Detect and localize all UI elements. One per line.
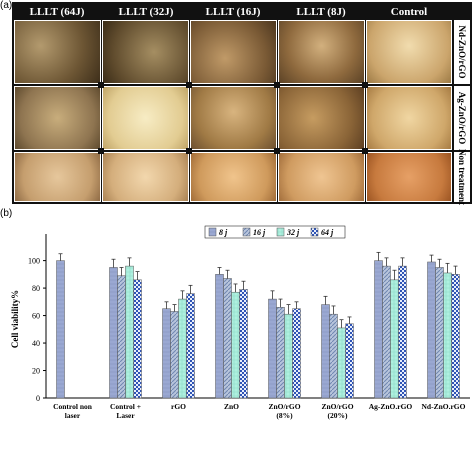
- bar: [390, 279, 399, 399]
- bar: [170, 311, 179, 399]
- bar-chart-panel: 0 20 40 60 80 100 Cell viability% Control non la…: [0, 222, 474, 465]
- x-tick-label: (20%): [328, 411, 348, 420]
- chart-legend: 8 j 16 j 32 j 64 j: [204, 225, 346, 239]
- x-tick-label: Laser: [116, 411, 135, 420]
- bar: [276, 307, 285, 399]
- micrograph-nd-8j: [278, 20, 365, 84]
- column-header-8j: LLLT (8J): [280, 5, 362, 19]
- y-tick-label: 60: [32, 312, 40, 321]
- row-label-nd: Nd-ZnO/rGO: [454, 20, 470, 84]
- bar: [451, 274, 460, 399]
- column-header-16j: LLLT (16J): [192, 5, 274, 19]
- bar: [56, 260, 65, 399]
- legend-swatch: [208, 227, 217, 237]
- panel-a-label: (a): [0, 0, 13, 11]
- x-tick-label: Nd-ZnO.rGO: [422, 402, 466, 411]
- legend-swatch: [242, 227, 251, 237]
- legend-label: 64 j: [321, 228, 334, 237]
- bar: [443, 272, 452, 399]
- micrograph-nd-16j: [190, 20, 277, 84]
- bar: [133, 279, 142, 399]
- micrograph-ag-control: [366, 86, 452, 150]
- grid-marker: [98, 148, 104, 154]
- bar: [284, 313, 293, 399]
- bar: [382, 265, 391, 399]
- chart-bars: [56, 251, 460, 399]
- micrograph-non-8j: [278, 152, 365, 202]
- legend-label: 32 j: [286, 228, 300, 237]
- legend-box: [204, 225, 346, 239]
- y-axis-label: Cell viability%: [10, 290, 20, 348]
- micrograph-ag-8j: [278, 86, 365, 150]
- micrograph-ag-64j: [14, 86, 101, 150]
- x-tick-label: Control +: [110, 402, 141, 411]
- x-tick-label: laser: [65, 411, 81, 420]
- bar: [374, 260, 383, 399]
- x-tick-label: Ag-ZnO.rGO: [369, 402, 413, 411]
- x-tick-label: rGO: [171, 402, 186, 411]
- legend-label: 16 j: [253, 228, 266, 237]
- x-tick-label: Control non: [53, 402, 93, 411]
- micrograph-ag-32j: [102, 86, 189, 150]
- micrograph-non-64j: [14, 152, 101, 202]
- bar: [292, 308, 301, 399]
- micrograph-nd-64j: [14, 20, 101, 84]
- micrograph-non-control: [366, 152, 452, 202]
- legend-label: 8 j: [219, 228, 228, 237]
- bar: [398, 265, 407, 399]
- grid-marker: [274, 82, 280, 88]
- bar: [231, 291, 240, 399]
- row-label-ag: Ag-ZnO/rGO: [454, 86, 470, 150]
- x-tick-label: ZnO/rGO: [321, 402, 353, 411]
- micrograph-grid: LLLT (64J) LLLT (32J) LLLT (16J) LLLT (8…: [12, 2, 472, 205]
- grid-marker: [186, 148, 192, 154]
- legend-swatch: [310, 227, 319, 237]
- bar: [109, 267, 118, 399]
- bar: [125, 265, 134, 399]
- grid-marker: [98, 82, 104, 88]
- x-tick-label: (8%): [276, 411, 293, 420]
- x-tick-label: ZnO/rGO: [268, 402, 300, 411]
- bar: [162, 308, 171, 399]
- micrograph-non-16j: [190, 152, 277, 202]
- x-tick-label: ZnO: [224, 402, 239, 411]
- bar: [223, 278, 232, 399]
- bar: [321, 304, 330, 399]
- bar: [427, 261, 436, 399]
- micrograph-nd-32j: [102, 20, 189, 84]
- bar: [435, 267, 444, 399]
- column-header-control: Control: [367, 5, 451, 19]
- y-tick-label: 80: [32, 284, 40, 293]
- bar: [117, 275, 126, 399]
- micrograph-ag-16j: [190, 86, 277, 150]
- y-tick-label: 20: [32, 367, 40, 376]
- y-tick-label: 100: [28, 257, 40, 266]
- bar: [239, 289, 248, 399]
- panel-b-label: (b): [0, 208, 13, 219]
- bar: [337, 327, 346, 399]
- bar: [215, 274, 224, 399]
- grid-marker: [362, 82, 368, 88]
- y-tick-label: 0: [36, 394, 40, 403]
- bar: [345, 323, 354, 399]
- grid-marker: [362, 148, 368, 154]
- bar: [329, 313, 338, 399]
- bar: [186, 293, 195, 399]
- bar-chart: 0 20 40 60 80 100 Cell viability% Control nonla…: [10, 225, 470, 420]
- y-tick-label: 40: [32, 339, 40, 348]
- bar: [268, 298, 277, 399]
- column-header-64j: LLLT (64J): [14, 5, 100, 19]
- grid-marker: [274, 148, 280, 154]
- bar: [178, 298, 187, 399]
- column-header-32j: LLLT (32J): [105, 5, 187, 19]
- row-label-non-treatment: Non treatment: [454, 149, 470, 205]
- micrograph-nd-control: [366, 20, 452, 84]
- grid-marker: [186, 82, 192, 88]
- legend-swatch: [276, 227, 285, 237]
- micrograph-non-32j: [102, 152, 189, 202]
